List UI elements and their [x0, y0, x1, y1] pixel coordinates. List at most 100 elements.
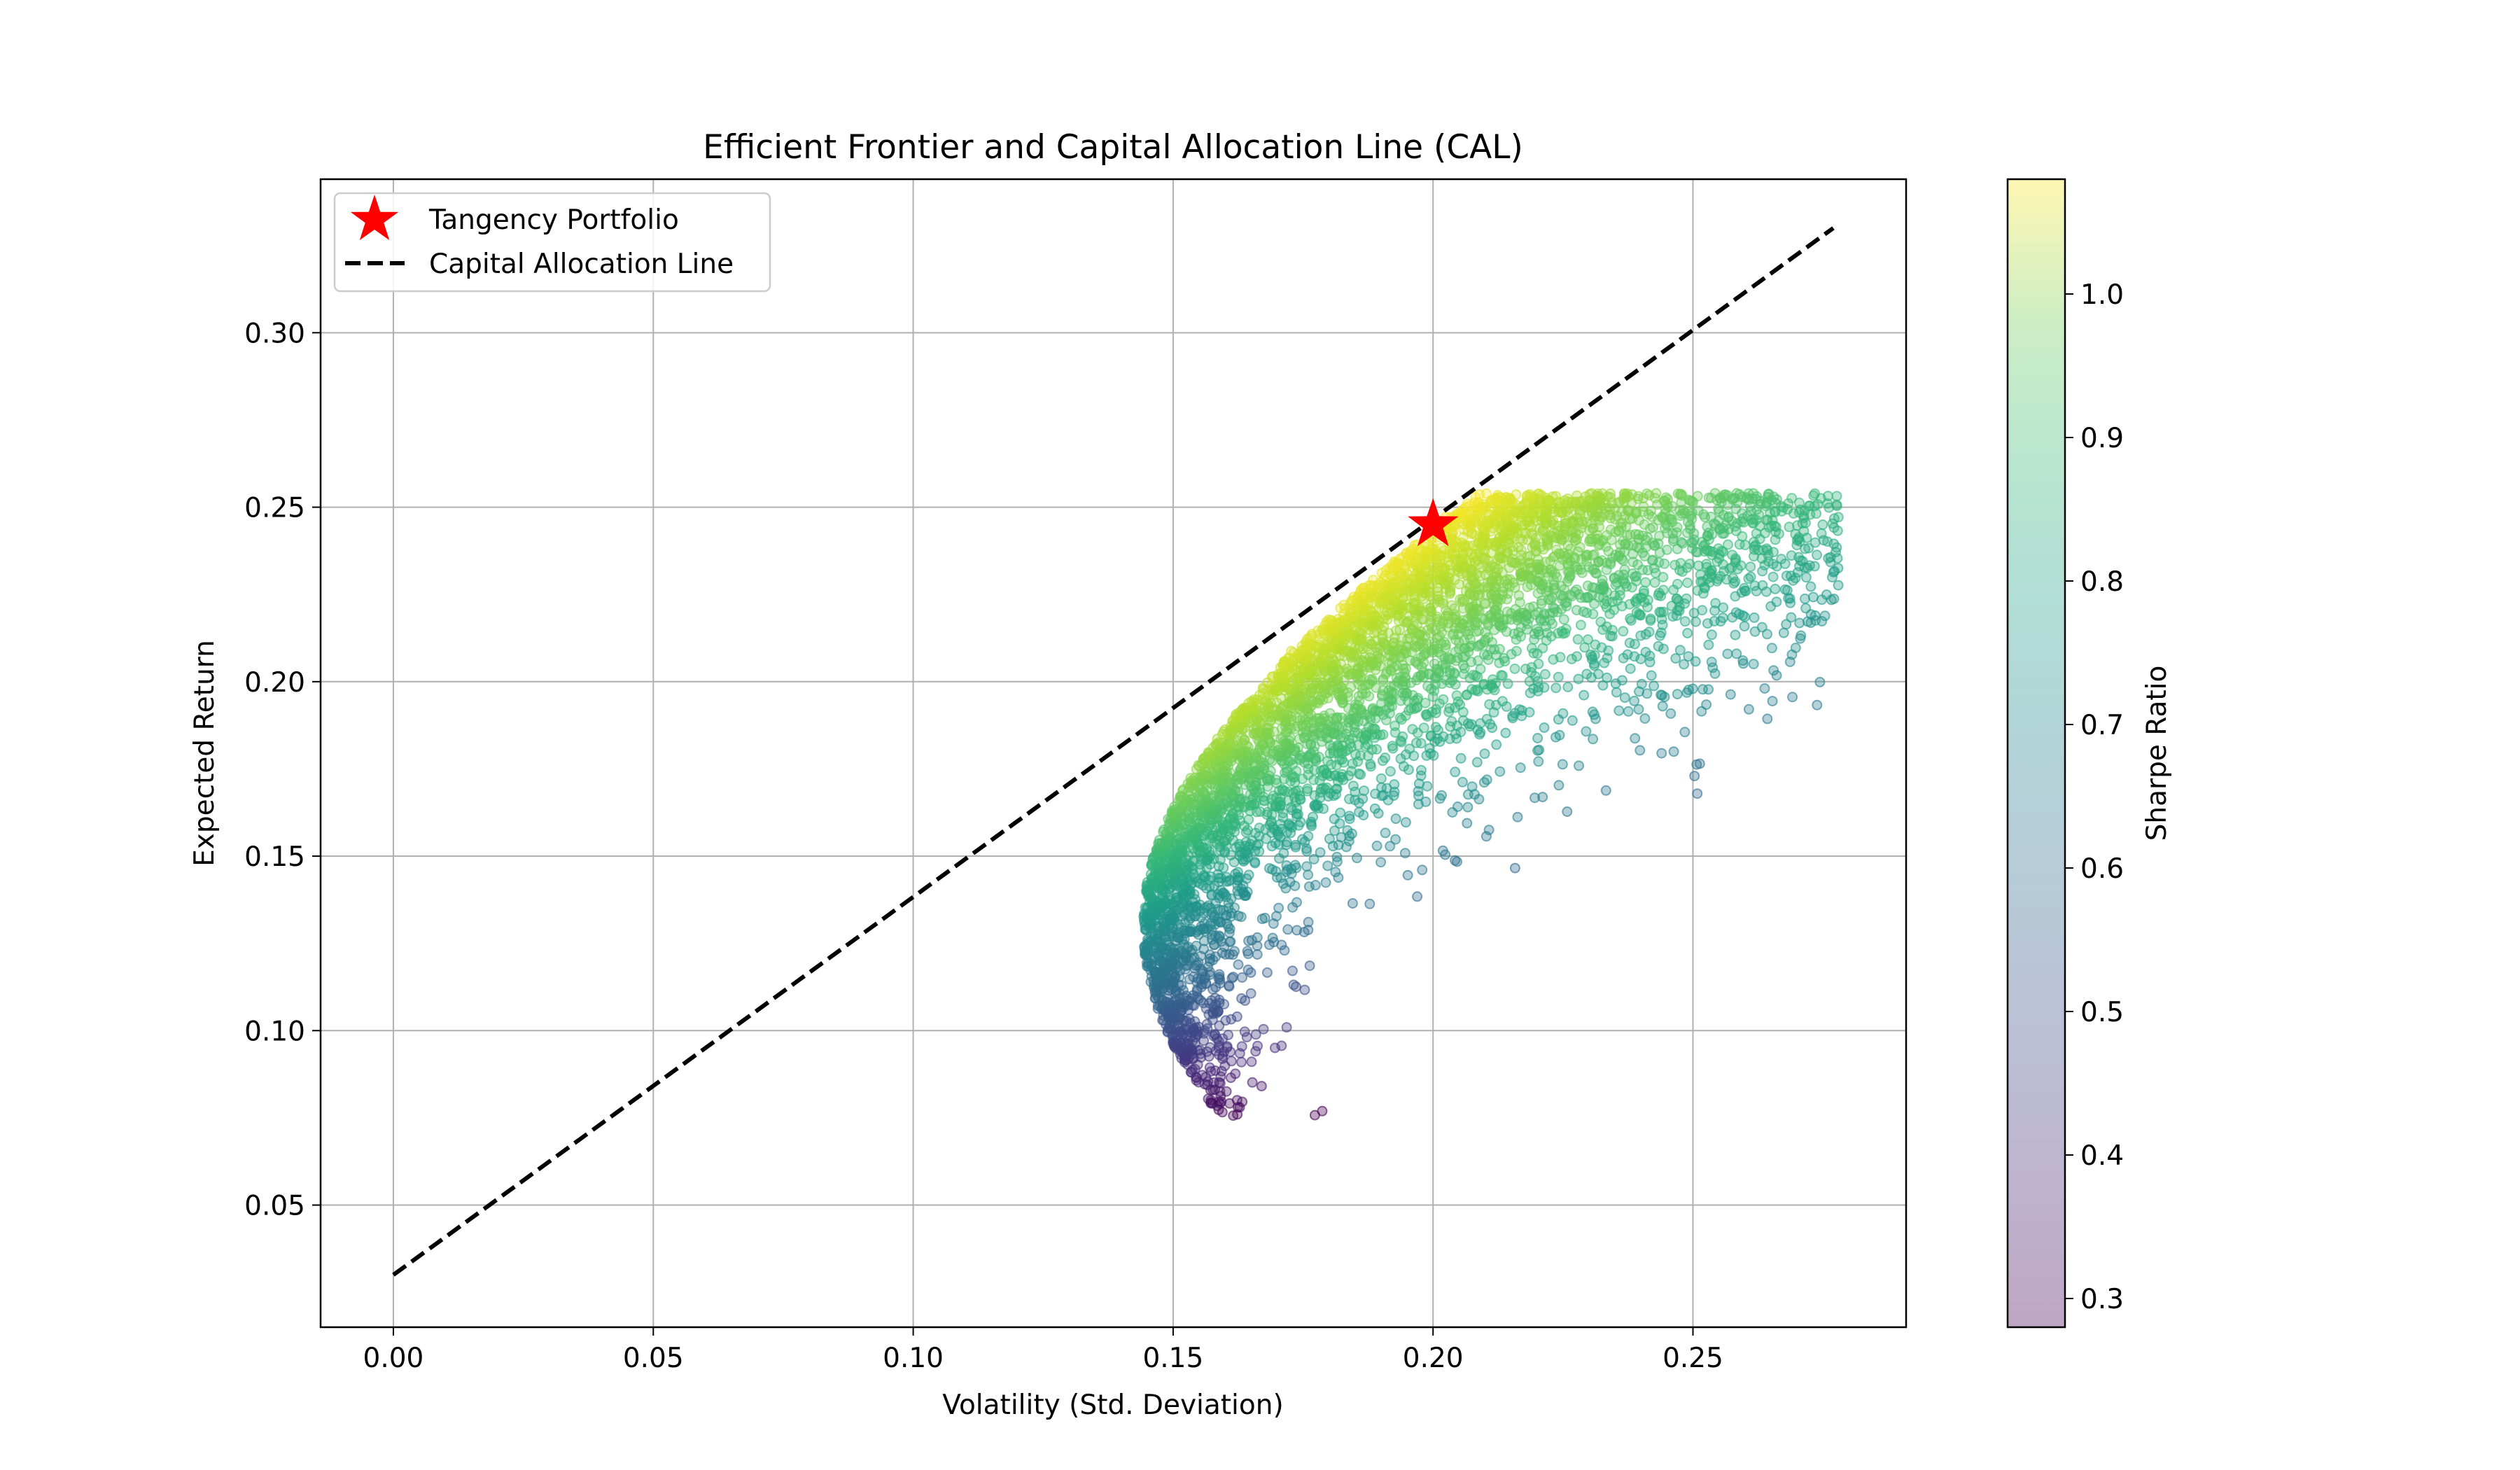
portfolio-point [1231, 1095, 1242, 1106]
portfolio-point [1572, 490, 1583, 501]
portfolio-point [1665, 708, 1676, 719]
portfolio-point [1252, 949, 1263, 960]
portfolio-point [1749, 580, 1760, 592]
portfolio-point [1585, 649, 1596, 660]
portfolio-point [1390, 834, 1401, 845]
portfolio-point [1648, 680, 1660, 692]
portfolio-point [1354, 806, 1364, 818]
portfolio-point [1582, 580, 1593, 592]
portfolio-point [1390, 813, 1401, 825]
portfolio-point [1558, 614, 1569, 625]
portfolio-point [1554, 729, 1565, 741]
portfolio-point [1231, 1011, 1242, 1022]
portfolio-point [1672, 578, 1683, 589]
portfolio-point [1214, 969, 1225, 980]
portfolio-point [1794, 617, 1805, 629]
portfolio-point [1757, 580, 1768, 591]
portfolio-point [1539, 668, 1550, 680]
portfolio-point [1347, 898, 1358, 909]
portfolio-point [1762, 629, 1772, 640]
portfolio-point [1622, 530, 1633, 541]
portfolio-point [1654, 606, 1665, 617]
portfolio-point [1278, 878, 1289, 889]
portfolio-point [1679, 616, 1690, 627]
portfolio-point [1748, 659, 1759, 670]
portfolio-point [1691, 759, 1702, 770]
portfolio-point [1303, 831, 1314, 841]
portfolio-point [1479, 678, 1490, 690]
portfolio-point [1348, 780, 1359, 792]
portfolio-point [1656, 748, 1667, 759]
portfolio-point [1370, 788, 1381, 799]
portfolio-point [1809, 488, 1821, 499]
portfolio-point [1229, 946, 1240, 957]
portfolio-point [1701, 699, 1712, 710]
portfolio-point [1424, 743, 1435, 754]
portfolio-point [1371, 840, 1382, 851]
portfolio-point [1692, 585, 1703, 596]
portfolio-point [1633, 704, 1644, 715]
portfolio-point [1587, 706, 1598, 718]
portfolio-point [1256, 913, 1268, 925]
portfolio-point [1823, 553, 1834, 564]
portfolio-point [1524, 602, 1535, 613]
portfolio-point [1230, 1068, 1241, 1079]
portfolio-point [1336, 832, 1347, 843]
portfolio-point [1250, 1046, 1261, 1057]
portfolio-point [1228, 972, 1239, 983]
portfolio-point [1767, 696, 1778, 707]
portfolio-point [1653, 531, 1665, 542]
portfolio-point [1532, 745, 1544, 756]
portfolio-point [1376, 782, 1387, 793]
portfolio-point [1418, 722, 1429, 734]
portfolio-point [1203, 900, 1214, 911]
portfolio-point [1376, 568, 1387, 578]
portfolio-point [1684, 559, 1695, 570]
portfolio-point [1261, 967, 1273, 978]
portfolio-point [1602, 672, 1613, 683]
portfolio-point [1575, 620, 1586, 631]
portfolio-point [1581, 668, 1592, 680]
portfolio-point [1205, 1042, 1216, 1053]
portfolio-point [1515, 762, 1526, 774]
portfolio-point [1444, 703, 1455, 714]
portfolio-point [1800, 593, 1810, 604]
portfolio-point [1833, 580, 1844, 591]
portfolio-point [1401, 547, 1412, 559]
portfolio-point [1243, 869, 1254, 881]
portfolio-point [1302, 783, 1313, 794]
portfolio-point [1619, 564, 1630, 575]
portfolio-point [1706, 629, 1717, 640]
portfolio-point [1466, 684, 1478, 695]
portfolio-point [1660, 492, 1672, 503]
portfolio-point [1322, 860, 1334, 872]
portfolio-point [1537, 792, 1548, 803]
portfolio-point [1491, 739, 1502, 750]
portfolio-point [1739, 582, 1750, 594]
portfolio-point [1236, 1056, 1247, 1068]
portfolio-point [1450, 766, 1461, 778]
portfolio-point [1288, 979, 1299, 990]
portfolio-point [1511, 645, 1522, 657]
portfolio-point [1658, 584, 1669, 596]
portfolio-point [1828, 513, 1840, 524]
portfolio-point [1572, 634, 1583, 645]
portfolio-point [1191, 940, 1202, 951]
portfolio-point [1690, 656, 1701, 667]
portfolio-point [1706, 657, 1717, 668]
portfolio-point [1388, 790, 1399, 801]
portfolio-point [1242, 946, 1253, 957]
portfolio-point [1357, 793, 1368, 804]
portfolio-point [1407, 724, 1418, 735]
portfolio-point [1394, 713, 1406, 724]
portfolio-point [1768, 665, 1779, 676]
portfolio-point [1239, 1026, 1250, 1037]
portfolio-point [1550, 682, 1562, 694]
portfolio-point [1420, 709, 1432, 720]
portfolio-point [1209, 1028, 1220, 1040]
portfolio-point [1387, 741, 1398, 752]
portfolio-point [1762, 713, 1773, 724]
portfolio-point [1331, 851, 1343, 862]
portfolio-point [1672, 689, 1683, 700]
